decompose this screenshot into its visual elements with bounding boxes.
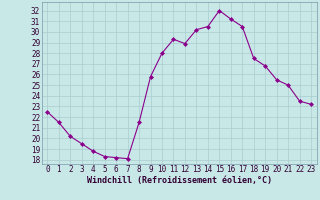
X-axis label: Windchill (Refroidissement éolien,°C): Windchill (Refroidissement éolien,°C) [87,176,272,185]
